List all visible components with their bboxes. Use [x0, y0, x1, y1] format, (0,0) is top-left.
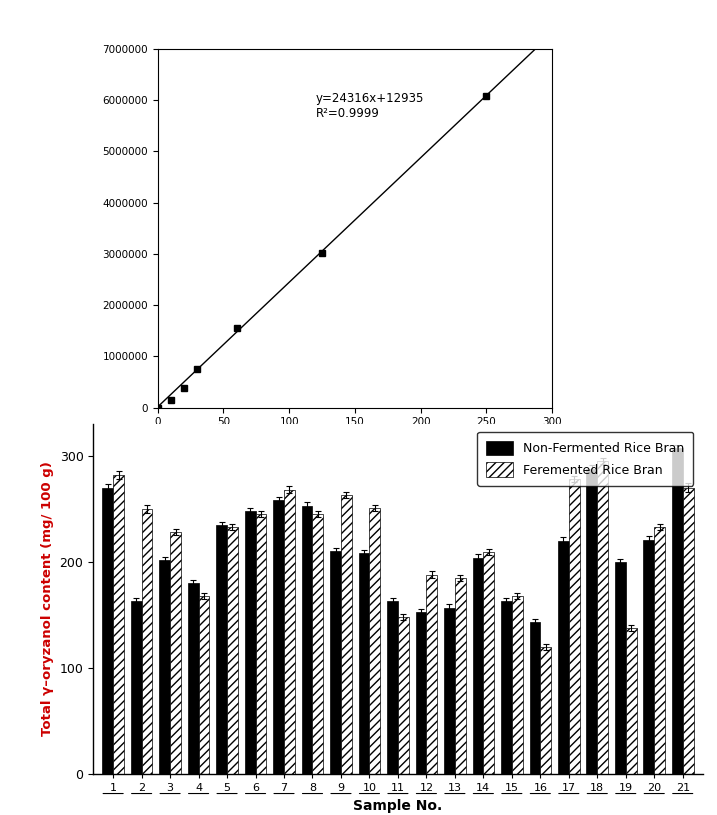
- Bar: [427, 575, 437, 774]
- Bar: [273, 500, 284, 774]
- Bar: [444, 607, 455, 774]
- Bar: [483, 553, 494, 774]
- Bar: [103, 487, 113, 774]
- Bar: [387, 601, 398, 774]
- Bar: [416, 612, 427, 774]
- Bar: [188, 583, 199, 774]
- Bar: [654, 526, 665, 774]
- Bar: [217, 525, 227, 774]
- Bar: [455, 578, 466, 774]
- Bar: [113, 475, 124, 774]
- Bar: [302, 505, 313, 774]
- X-axis label: Sample No.: Sample No.: [353, 799, 442, 813]
- Bar: [142, 509, 153, 774]
- Bar: [587, 469, 597, 774]
- Bar: [512, 596, 523, 774]
- Bar: [255, 514, 266, 774]
- Bar: [626, 628, 637, 774]
- Bar: [558, 540, 569, 774]
- X-axis label: Concentration (μg/mL): Concentration (μg/mL): [275, 433, 435, 446]
- Bar: [341, 495, 352, 774]
- Bar: [170, 532, 181, 774]
- Bar: [227, 526, 238, 774]
- Bar: [398, 617, 409, 774]
- Bar: [159, 560, 170, 774]
- Bar: [313, 514, 323, 774]
- Text: y=24316x+12935
R²=0.9999: y=24316x+12935 R²=0.9999: [315, 92, 424, 120]
- Bar: [369, 508, 380, 774]
- Bar: [615, 562, 626, 774]
- Bar: [643, 540, 654, 774]
- Bar: [501, 601, 512, 774]
- Bar: [683, 487, 693, 774]
- Bar: [672, 448, 683, 774]
- Bar: [473, 557, 483, 774]
- Bar: [569, 479, 579, 774]
- Bar: [597, 461, 608, 774]
- Bar: [130, 601, 142, 774]
- Legend: Non-Fermented Rice Bran, Feremented Rice Bran: Non-Fermented Rice Bran, Feremented Rice…: [477, 432, 693, 486]
- Bar: [244, 511, 255, 774]
- Bar: [358, 553, 369, 774]
- Bar: [284, 490, 295, 774]
- Bar: [330, 551, 341, 774]
- Bar: [530, 623, 541, 774]
- Bar: [199, 596, 209, 774]
- Y-axis label: Total γ–oryzanol content (mg/ 100 g): Total γ–oryzanol content (mg/ 100 g): [41, 461, 54, 737]
- Bar: [541, 647, 551, 774]
